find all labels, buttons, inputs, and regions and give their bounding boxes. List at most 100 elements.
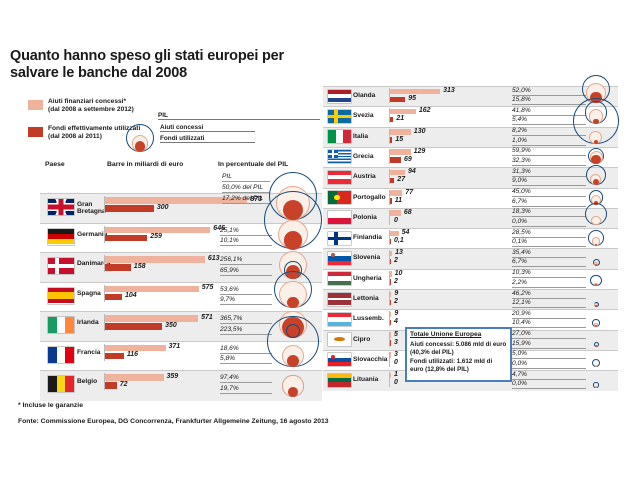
aiuti-value: 646 <box>213 225 225 232</box>
aiuti-bar <box>390 291 392 297</box>
aiuti-pct: 25,1% <box>220 227 272 236</box>
bar-axis-tick <box>104 343 105 361</box>
aiuti-pct: 97,4% <box>220 374 272 383</box>
flag-gb-icon <box>48 199 74 215</box>
country-label: Olanda <box>353 92 376 99</box>
flag-lt-icon <box>328 373 351 387</box>
fondi-circle <box>593 178 599 185</box>
fondi-bar <box>105 264 131 271</box>
aiuti-value: 130 <box>413 127 426 135</box>
fondi-value: 15 <box>395 135 404 143</box>
flag-canton <box>328 150 338 158</box>
flag-it-icon <box>328 130 351 144</box>
flag-stripe <box>56 317 66 333</box>
aiuti-bar <box>105 344 166 351</box>
aiuti-pct: 53,6% <box>220 286 272 295</box>
flag-emblem <box>330 354 335 359</box>
bar-axis-tick <box>104 196 105 213</box>
legend-fondi-text: Fondi effettivamente utilizzati <box>48 125 141 132</box>
flag-stripe <box>328 174 351 180</box>
aiuti-pct: 46,2% <box>512 290 586 299</box>
flag-hu-icon <box>328 272 351 286</box>
country-label: Francia <box>77 348 101 356</box>
fondi-pct: 5,4% <box>512 116 586 126</box>
bar-axis-tick <box>389 108 390 124</box>
fondi-circle <box>134 141 146 152</box>
flag-be-icon <box>48 376 74 392</box>
flag-stripe <box>48 299 74 304</box>
aiuti-value: 68 <box>403 208 412 216</box>
flag-pt-icon <box>328 191 351 204</box>
fondi-value: 69 <box>404 155 412 163</box>
bar-axis-tick <box>389 88 390 103</box>
country-label: Gran Bretagna <box>77 201 106 215</box>
fondi-value: 2 <box>394 257 398 265</box>
eu-total-title: Totale Unione Europea <box>410 331 482 338</box>
country-label: Lettonia <box>353 295 379 302</box>
fondi-bar <box>390 177 395 184</box>
fondi-value: 0 <box>394 216 398 224</box>
aiuti-bar <box>105 256 205 263</box>
fondi-value: 21 <box>396 115 405 123</box>
aiuti-value: 129 <box>413 147 426 155</box>
fondi-value: 4 <box>394 318 398 326</box>
fondi-value: 3 <box>394 338 398 346</box>
fondi-bar <box>105 205 154 212</box>
fondi-pct: 0,0% <box>512 218 586 227</box>
bar-axis-tick <box>389 169 390 185</box>
country-label: Svezia <box>353 112 374 120</box>
fondi-bar <box>390 198 392 204</box>
aiuti-value: 571 <box>201 313 213 321</box>
col-header-percentuale: In percentuale del PIL <box>218 161 289 168</box>
fondi-circle <box>595 263 597 266</box>
fondi-value: 259 <box>150 233 162 240</box>
fondi-pct: 1,0% <box>512 137 586 146</box>
fondi-circle <box>286 355 300 368</box>
aiuti-bar <box>390 190 403 196</box>
flag-stripe <box>328 130 336 144</box>
aiuti-bar <box>105 197 248 204</box>
flag-stripe <box>328 280 351 286</box>
fondi-circle <box>590 92 602 104</box>
aiuti-bar <box>105 285 199 292</box>
row-band <box>40 252 322 283</box>
flag-stripe <box>48 376 57 392</box>
bar-axis-tick <box>389 270 390 286</box>
flag-stripe <box>328 357 351 363</box>
aiuti-value: 9 <box>394 290 399 297</box>
fondi-pct: 223,5% <box>220 326 272 335</box>
legend-aiuti-text: Aiuti finanziari concessi* <box>48 98 127 105</box>
fondi-bar <box>390 238 391 245</box>
country-label: Lituania <box>353 376 379 384</box>
fondi-value: 116 <box>126 351 139 358</box>
flag-gr-icon <box>328 150 351 164</box>
flag-sk-icon <box>328 353 351 367</box>
fondi-value: 300 <box>156 203 169 211</box>
flag-stripe <box>328 321 351 326</box>
fondi-value: 2 <box>394 277 398 285</box>
bar-axis-tick <box>389 311 390 327</box>
aiuti-value: 77 <box>405 188 414 196</box>
fondi-circle <box>595 345 597 348</box>
flag-lv-icon <box>328 292 351 306</box>
aiuti-value: 613 <box>207 254 220 262</box>
flag-stripe <box>328 272 351 277</box>
flag-stripe <box>65 346 74 363</box>
aiuti-value: 873 <box>250 195 262 203</box>
aiuti-bar <box>390 129 411 135</box>
col-header-barre: Barre in miliardi di euro <box>107 161 184 168</box>
aiuti-circle <box>595 365 597 368</box>
fondi-bar <box>105 352 124 359</box>
fondi-pct: 17,2% del PIL <box>222 195 270 204</box>
bar-axis-tick <box>389 372 390 388</box>
aiuti-value: 371 <box>168 343 181 350</box>
bar-axis-tick <box>104 314 105 331</box>
flag-stripe <box>328 179 351 184</box>
legend-aiuti-label: Aiuti finanziari concessi* (dal 2008 a s… <box>48 98 168 114</box>
country-label: Ungheria <box>353 274 382 282</box>
aiuti-bar <box>390 250 393 257</box>
row-band <box>323 268 618 290</box>
aiuti-pct: 59,9% <box>512 147 586 157</box>
country-label: Portogallo <box>353 193 386 201</box>
